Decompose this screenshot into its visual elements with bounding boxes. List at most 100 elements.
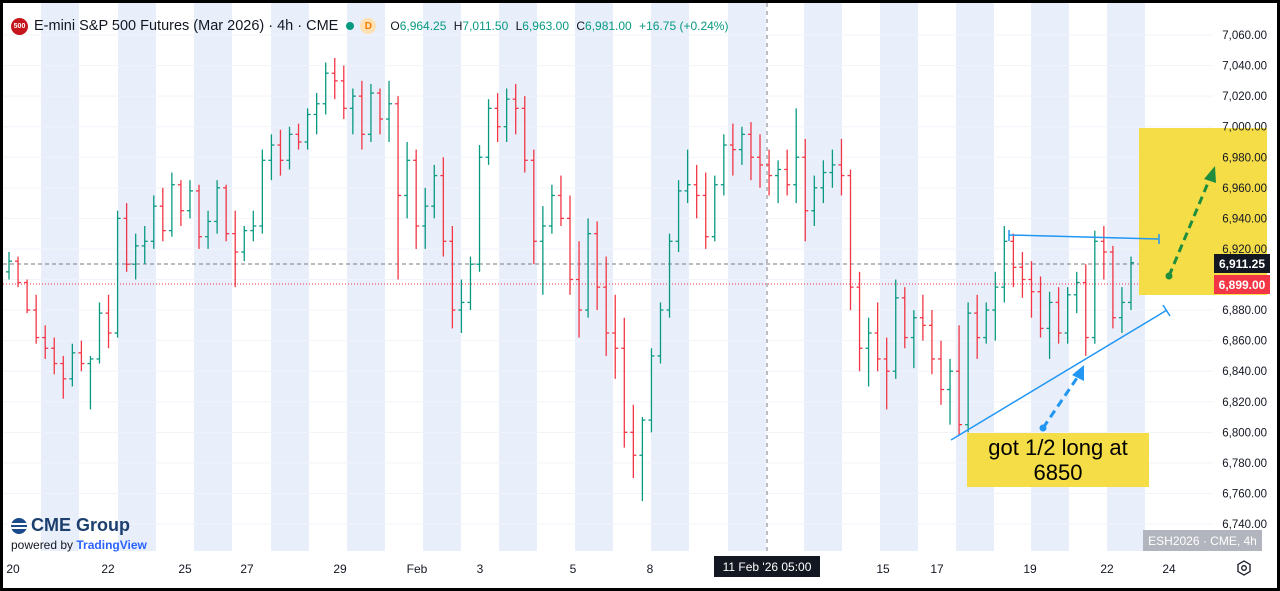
ohlc-bar [648, 348, 655, 433]
trade-note-line2: 6850 [1033, 460, 1083, 485]
ohlc-bar [965, 302, 972, 433]
ohlc-bar [449, 226, 456, 329]
ohlc-bar [15, 256, 22, 288]
price-tick-label: 6,820.00 [1222, 397, 1267, 409]
trade-note[interactable]: got 1/2 long at 6850 [967, 433, 1149, 487]
time-tick-label: 5 [570, 562, 577, 576]
ohlc-bar [1073, 271, 1080, 314]
price-tick-label: 7,000.00 [1222, 122, 1267, 134]
ohlc-bar [956, 325, 963, 436]
price-tick-label: 6,760.00 [1222, 488, 1267, 500]
ohlc-bar [539, 206, 546, 295]
ohlc-bar [829, 149, 836, 188]
high-value: 7,011.50 [462, 19, 509, 33]
time-tick-label: 29 [333, 562, 347, 576]
target-arrow-head [1204, 166, 1216, 183]
resistance-line[interactable] [1008, 234, 1160, 240]
ohlc-bar [757, 134, 764, 188]
ohlc-bar [838, 138, 845, 196]
ohlc-bar [711, 175, 718, 242]
ohlc-bar [159, 187, 166, 242]
session-band [499, 3, 537, 551]
ohlc-bar [1010, 233, 1017, 288]
ohlc-bar [286, 126, 293, 170]
price-axis[interactable]: 7,060.00 7,040.00 7,020.00 7,000.00 6,980.00… [1222, 30, 1267, 531]
time-tick-label: 3 [477, 562, 484, 576]
time-tick-label: 24 [1162, 562, 1176, 576]
ohlc-bar [1082, 264, 1089, 356]
last-price-tag: 6,911.25 [1214, 254, 1270, 273]
ohlc-bar [784, 149, 791, 196]
time-tick-label: 20 [6, 562, 20, 576]
ohlc-bar [530, 149, 537, 265]
support-trendline[interactable] [950, 309, 1168, 441]
ohlc-bar [313, 93, 320, 135]
ohlc-bar [177, 180, 184, 227]
chart-area[interactable]: 7,060.00 7,040.00 7,020.00 7,000.00 6,980.00… [3, 3, 1277, 588]
ohlc-bar [422, 187, 429, 249]
ohlc-bar [33, 294, 40, 344]
ohlc-bar [1118, 287, 1125, 333]
ohlc-bar [766, 149, 773, 196]
ohlc-bar [666, 233, 673, 318]
ohlc-bar [268, 134, 275, 181]
ohlc-bar [910, 310, 917, 369]
prev-close-tag: 6,899.00 [1214, 275, 1270, 294]
ohlc-bar [585, 218, 592, 318]
session-band [347, 3, 385, 551]
ohlc-bar [440, 157, 447, 257]
time-tick-label: 17 [930, 562, 944, 576]
ohlc-bar [277, 129, 284, 176]
price-tick-label: 7,020.00 [1222, 91, 1267, 103]
trade-note-line1: got 1/2 long at [988, 435, 1128, 460]
ohlc-bar [114, 210, 121, 338]
ohlc-bar [747, 122, 754, 181]
ohlc-bar [548, 184, 555, 234]
ohlc-bar [367, 83, 374, 142]
symbol-info-tag[interactable]: ESH2026 · CME, 4h [1143, 530, 1262, 551]
ohlc-bar [141, 226, 148, 265]
tradingview-link[interactable]: TradingView [76, 538, 147, 552]
powered-by: powered by TradingView [11, 538, 147, 552]
ohlc-bar [295, 123, 302, 150]
ohlc-bar [123, 203, 130, 272]
support-cap [1162, 304, 1171, 317]
ohlc-bar [431, 164, 438, 219]
ohlc-bar [675, 180, 682, 252]
ohlc-bar [901, 287, 908, 349]
low-label: L [515, 19, 523, 33]
ohlc-bar [1001, 226, 1008, 303]
cme-branding[interactable]: CME Group powered by TradingView [11, 515, 147, 552]
ohlc-bar [340, 65, 347, 120]
symbol-title[interactable]: E-mini S&P 500 Futures (Mar 2026) · 4h ·… [34, 18, 339, 34]
ohlc-bar [24, 279, 31, 314]
ohlc-bar [1128, 256, 1134, 311]
ohlc-bar [557, 175, 564, 227]
ohlc-values: O6,964.25 H7,011.50 L6,963.00 C6,981.00 … [390, 19, 728, 33]
ohlc-bar [630, 404, 637, 479]
target-arrow [1167, 177, 1212, 277]
session-band [880, 3, 918, 551]
ohlc-bar [947, 358, 954, 425]
ohlc-bar [42, 325, 49, 359]
ohlc-bar [811, 175, 818, 227]
price-chart[interactable]: 7,060.00 7,040.00 7,020.00 7,000.00 6,980.00… [3, 3, 1277, 588]
ohlc-bar [494, 93, 501, 142]
price-tick-label: 6,940.00 [1222, 213, 1267, 225]
ohlc-bar [856, 271, 863, 372]
ohlc-bar [937, 340, 944, 405]
ohlc-bar [820, 160, 827, 204]
ohlc-bar [60, 355, 67, 399]
time-axis[interactable]: 2022252729Feb35811517192224 [6, 562, 1176, 576]
delayed-badge[interactable]: D [360, 18, 377, 34]
ohlc-bar [928, 310, 935, 375]
session-band [118, 3, 156, 551]
ohlc-bar [6, 251, 12, 280]
ohlc-bar [720, 134, 727, 196]
ohlc-bar [349, 88, 356, 135]
ohlc-bar [386, 80, 393, 142]
ohlc-bar [223, 184, 230, 242]
settings-gear-icon[interactable] [1236, 560, 1252, 576]
open-value: 6,964.25 [399, 19, 447, 33]
ohlc-bar [78, 340, 85, 372]
